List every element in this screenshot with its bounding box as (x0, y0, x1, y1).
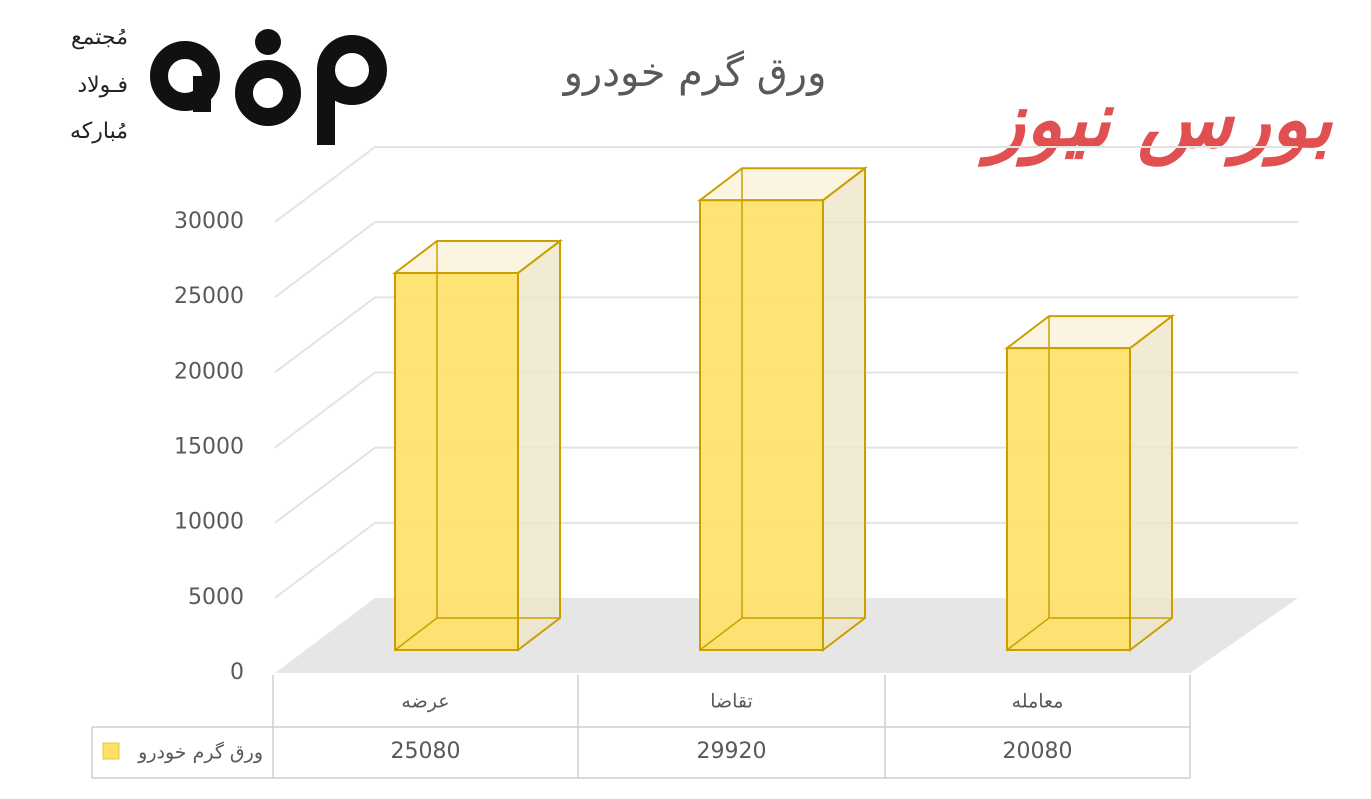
y-tick-label: 0 (230, 660, 244, 685)
grid-line (274, 371, 1298, 449)
logo-shape (193, 76, 211, 112)
x-tick-label: عرضه (401, 691, 449, 713)
legend-label: ورق گرم خودرو (137, 741, 263, 764)
bar (392, 238, 563, 653)
grid-line (274, 521, 1298, 599)
y-tick-label: 20000 (174, 359, 244, 384)
bar-side (1129, 314, 1173, 653)
logo-shape (317, 70, 335, 145)
y-tick-label: 10000 (174, 510, 244, 535)
bar-front (394, 271, 519, 651)
bar (697, 166, 868, 653)
x-tick-label: معامله (1012, 691, 1064, 713)
bar-front (1006, 347, 1131, 651)
logo-text: مُبارکه (70, 119, 128, 144)
y-tick-label: 15000 (174, 435, 244, 460)
legend-swatch (102, 742, 120, 760)
grid-line (274, 296, 1298, 374)
chart-title: ورق گرم خودرو (562, 50, 827, 96)
y-tick-label: 25000 (174, 284, 244, 309)
grid-line (274, 221, 1298, 298)
logo-shape (255, 29, 281, 55)
bar-side (517, 238, 561, 653)
grid-line (274, 446, 1298, 524)
logo-text: مُجتمع (71, 25, 128, 50)
left-logo: مُجتمع فـولاد مُبارکه (70, 25, 387, 145)
grid-line (274, 146, 1298, 223)
y-tick-label: 5000 (188, 585, 244, 610)
right-logo: بورس نیوز (977, 75, 1334, 167)
bar-front (699, 199, 824, 651)
x-tick-label: تقاضا (710, 691, 753, 713)
y-tick-label: 30000 (174, 209, 244, 234)
logo-text: فـولاد (77, 73, 128, 98)
bar-side (822, 166, 866, 653)
bar (1004, 314, 1175, 653)
logo-shape (235, 60, 301, 126)
table-value: 20080 (1003, 739, 1073, 764)
table-value: 29920 (697, 739, 767, 764)
table-value: 25080 (391, 739, 461, 764)
